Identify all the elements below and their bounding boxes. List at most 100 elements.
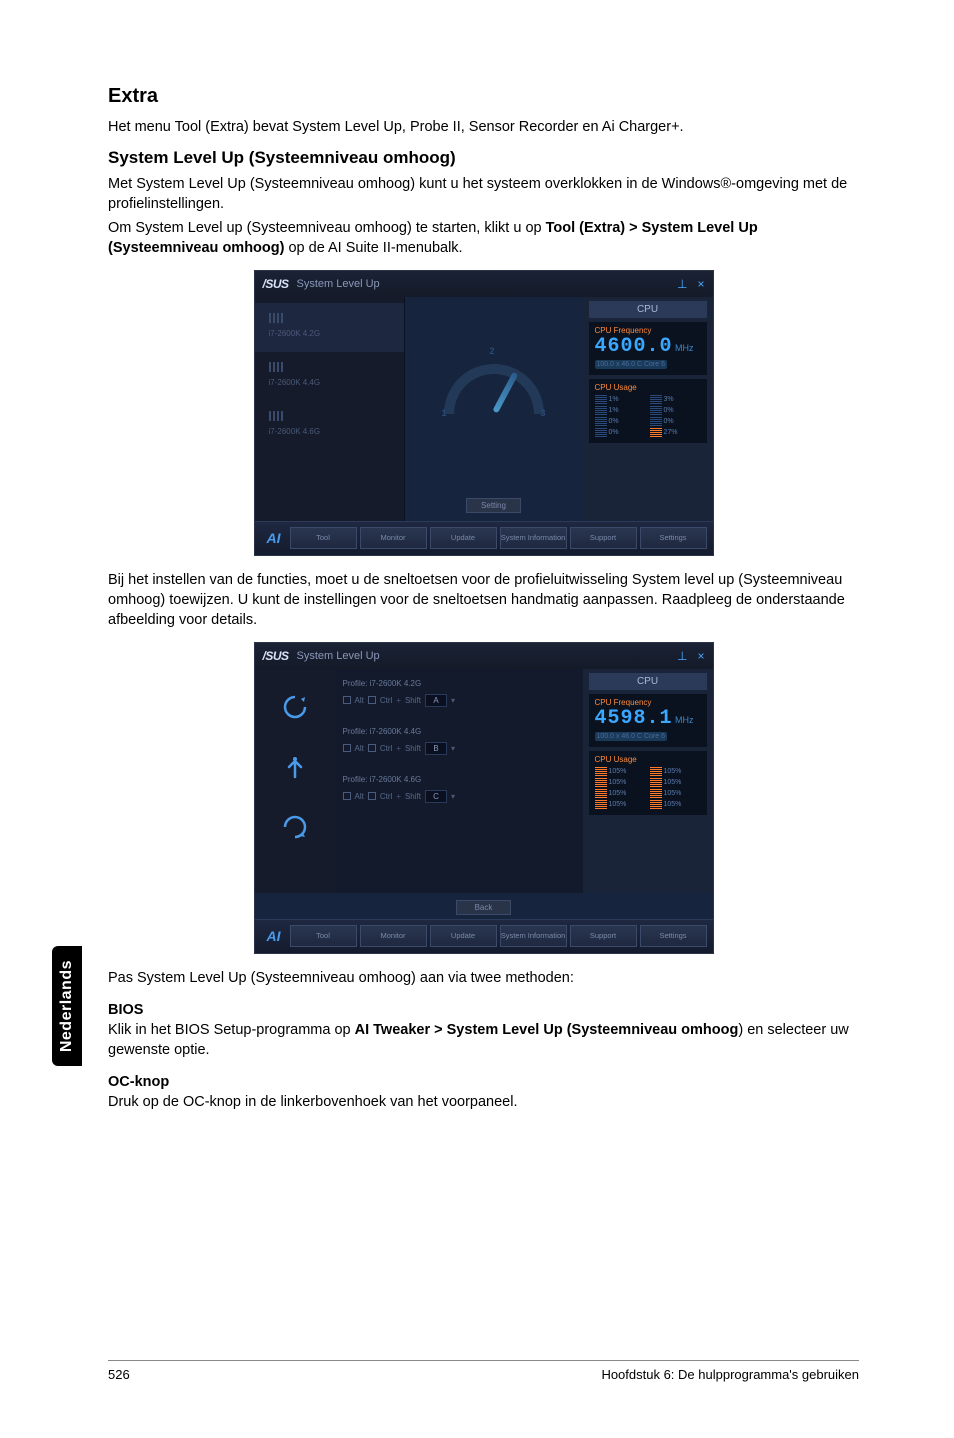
hotkey-rows: Profile: i7-2600K 4.2GAltCtrl+ShiftA▾ Pro… <box>335 669 583 893</box>
cpu-header-2: CPU <box>589 673 707 690</box>
bottom-bar: AI ToolMonitorUpdateSystem InformationSu… <box>255 521 713 555</box>
bottom-button[interactable]: Monitor <box>360 925 427 947</box>
ai-logo-icon-2: AI <box>261 928 287 944</box>
close-icon-2[interactable]: × <box>697 649 704 663</box>
cpu-freq-sub: 100.0 x 46.0 C Core 6 <box>595 360 668 369</box>
cpu-usage-label-2: CPU Usage <box>595 755 701 764</box>
usage-cell: 105% <box>650 800 701 809</box>
hotkey-profile-icon <box>255 737 335 797</box>
two-methods-para: Pas System Level Up (Systeemniveau omhoo… <box>108 968 859 988</box>
alt-checkbox[interactable] <box>343 744 351 752</box>
usage-cell: 105% <box>595 767 646 776</box>
window-title-2: System Level Up <box>297 650 380 662</box>
profile-item[interactable]: i7-2600K 4.4G <box>255 352 404 401</box>
bottom-button[interactable]: Update <box>430 925 497 947</box>
hotkey-profile-icon <box>255 797 335 857</box>
hotkeys-para: Bij het instellen van de functies, moet … <box>108 570 859 630</box>
bios-b: AI Tweaker > System Level Up (Systeemniv… <box>355 1022 739 1038</box>
usage-cell: 0% <box>650 417 701 426</box>
usage-cell: 27% <box>650 428 701 437</box>
gauge-num-1: 1 <box>442 408 447 418</box>
usage-cell: 105% <box>595 800 646 809</box>
hotkey-row: Profile: i7-2600K 4.6GAltCtrl+ShiftC▾ <box>343 775 575 803</box>
bios-para: Klik in het BIOS Setup-programma op AI T… <box>108 1020 859 1060</box>
profile-item[interactable]: i7-2600K 4.6G <box>255 401 404 450</box>
asus-window-2: /SUS System Level Up ⊥ × Profile: i7-260… <box>254 642 714 954</box>
bottom-button[interactable]: Tool <box>290 527 357 549</box>
usage-cell: 0% <box>650 406 701 415</box>
screenshot-2: /SUS System Level Up ⊥ × Profile: i7-260… <box>108 642 859 954</box>
ctrl-checkbox[interactable] <box>368 744 376 752</box>
usage-cell: 105% <box>650 789 701 798</box>
usage-cell: 1% <box>595 406 646 415</box>
minimize-icon-2[interactable]: ⊥ <box>677 649 687 663</box>
hotkey-row: Profile: i7-2600K 4.2GAltCtrl+ShiftA▾ <box>343 679 575 707</box>
cpu-freq-value-2: 4598.1 <box>595 707 673 730</box>
asus-logo: /SUS <box>263 277 289 291</box>
cpu-freq-sub-2: 100.0 x 46.0 C Core 6 <box>595 732 668 741</box>
usage-cell: 0% <box>595 428 646 437</box>
titlebar: /SUS System Level Up ⊥ × <box>255 271 713 297</box>
bottom-button[interactable]: Monitor <box>360 527 427 549</box>
language-side-tab: Nederlands <box>52 946 82 1066</box>
language-label: Nederlands <box>58 960 76 1052</box>
bottom-button[interactable]: Tool <box>290 925 357 947</box>
bios-a: Klik in het BIOS Setup-programma op <box>108 1022 355 1038</box>
usage-cell: 105% <box>595 789 646 798</box>
cpu-header: CPU <box>589 301 707 318</box>
hotkey-row: Profile: i7-2600K 4.4GAltCtrl+ShiftB▾ <box>343 727 575 755</box>
cpu-freq-unit: MHz <box>675 343 694 353</box>
gauge-num-2: 2 <box>490 346 495 356</box>
bottom-button[interactable]: Support <box>570 925 637 947</box>
alt-checkbox[interactable] <box>343 792 351 800</box>
heading-ocknop: OC-knop <box>108 1074 859 1090</box>
hotkey-profile-icon <box>255 677 335 737</box>
heading-extra: Extra <box>108 85 859 108</box>
bottom-button[interactable]: Settings <box>640 527 707 549</box>
usage-cell: 1% <box>595 395 646 404</box>
hotkey-input[interactable]: A <box>425 694 447 707</box>
gauge-area: 1 2 3 Setting <box>405 297 583 521</box>
slu-para-1: Met System Level Up (Systeemniveau omhoo… <box>108 174 859 214</box>
intro-text: Het menu Tool (Extra) bevat System Level… <box>108 118 859 138</box>
minimize-icon[interactable]: ⊥ <box>677 277 687 291</box>
ocknop-para: Druk op de OC-knop in de linkerbovenhoek… <box>108 1092 859 1112</box>
chapter-title: Hoofdstuk 6: De hulpprogramma's gebruike… <box>601 1367 859 1382</box>
cpu-freq-label-2: CPU Frequency <box>595 698 701 707</box>
bottom-bar-2: AI ToolMonitorUpdateSystem InformationSu… <box>255 919 713 953</box>
heading-bios: BIOS <box>108 1002 859 1018</box>
asus-logo-2: /SUS <box>263 649 289 663</box>
hotkey-icon-column <box>255 669 335 893</box>
bottom-button[interactable]: Update <box>430 527 497 549</box>
cpu-usage-label: CPU Usage <box>595 383 701 392</box>
close-icon[interactable]: × <box>697 277 704 291</box>
usage-cell: 3% <box>650 395 701 404</box>
asus-window-1: /SUS System Level Up ⊥ × i7-2600K 4.2Gi7… <box>254 270 714 556</box>
back-button[interactable]: Back <box>456 900 512 915</box>
alt-checkbox[interactable] <box>343 696 351 704</box>
ctrl-checkbox[interactable] <box>368 792 376 800</box>
heading-slu: System Level Up (Systeemniveau omhoog) <box>108 148 859 168</box>
bottom-button[interactable]: System Information <box>500 925 567 947</box>
titlebar-2: /SUS System Level Up ⊥ × <box>255 643 713 669</box>
slu-para-2: Om System Level up (Systeemniveau omhoog… <box>108 218 859 258</box>
hotkey-input[interactable]: C <box>425 790 447 803</box>
window-title: System Level Up <box>297 278 380 290</box>
page-footer: 526 Hoofdstuk 6: De hulpprogramma's gebr… <box>108 1360 859 1382</box>
gauge-num-3: 3 <box>540 408 545 418</box>
cpu-panel-2: CPU CPU Frequency 4598.1 MHz 100.0 x 46.… <box>583 669 713 893</box>
setting-button[interactable]: Setting <box>466 498 521 513</box>
usage-cell: 105% <box>650 767 701 776</box>
profile-list: i7-2600K 4.2Gi7-2600K 4.4Gi7-2600K 4.6G <box>255 297 405 521</box>
bottom-button[interactable]: Support <box>570 527 637 549</box>
profile-item[interactable]: i7-2600K 4.2G <box>255 303 404 352</box>
usage-cell: 0% <box>595 417 646 426</box>
hotkey-input[interactable]: B <box>425 742 447 755</box>
bottom-button[interactable]: Settings <box>640 925 707 947</box>
ai-logo-icon: AI <box>261 530 287 546</box>
bottom-button[interactable]: System Information <box>500 527 567 549</box>
cpu-freq-label: CPU Frequency <box>595 326 701 335</box>
slu2-c: op de AI Suite II-menubalk. <box>284 240 462 256</box>
ctrl-checkbox[interactable] <box>368 696 376 704</box>
page-number: 526 <box>108 1367 130 1382</box>
